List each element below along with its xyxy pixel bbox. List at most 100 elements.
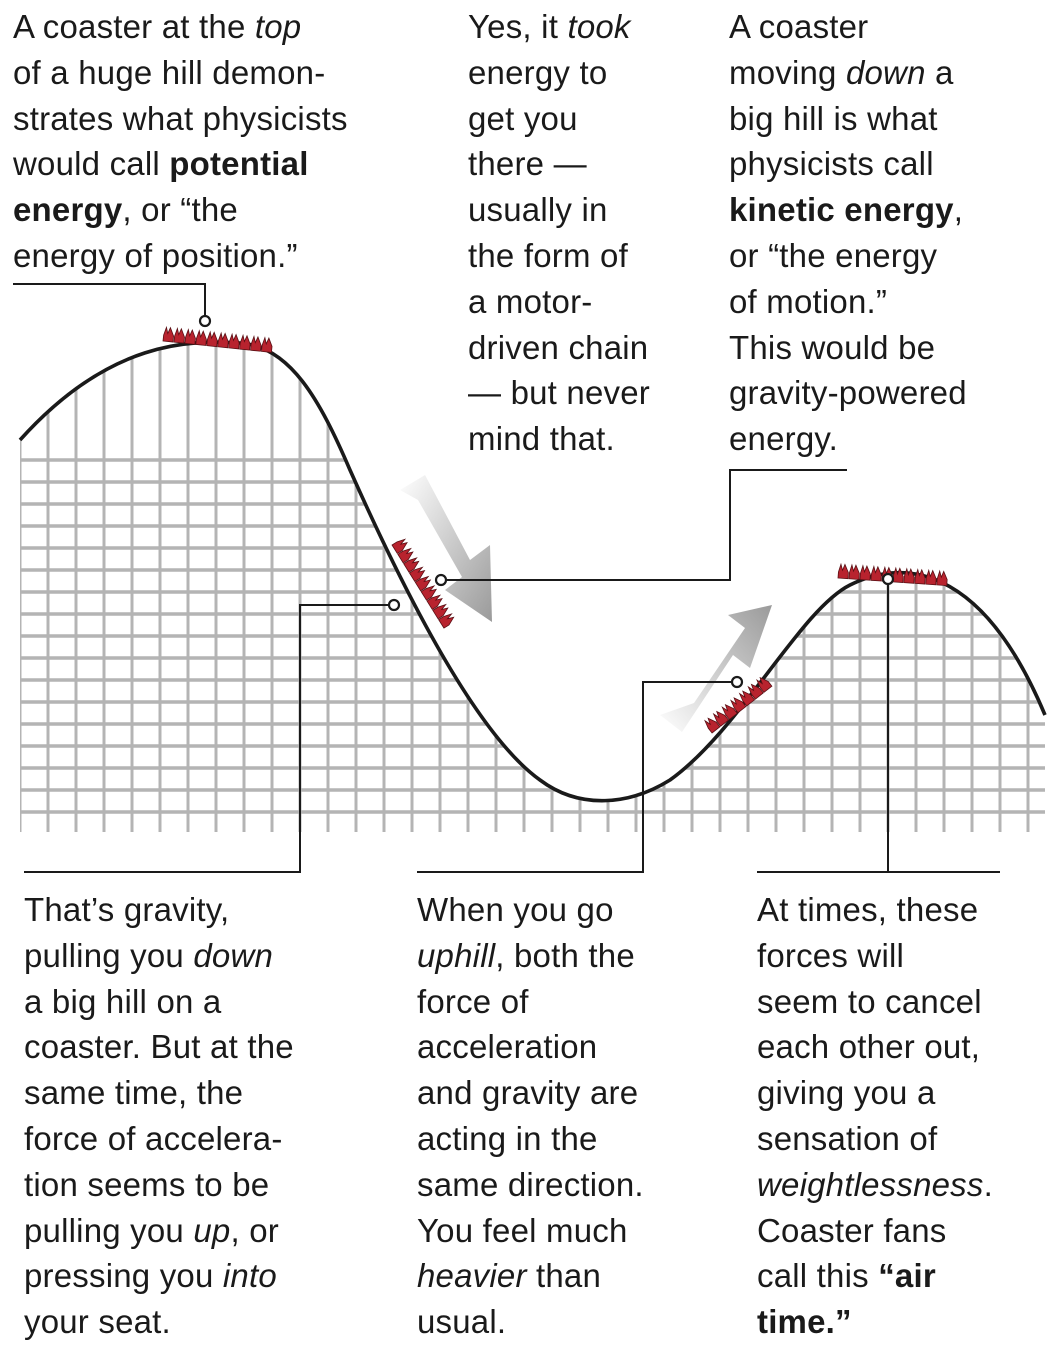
caption-bold-term: time.”	[757, 1303, 852, 1341]
caption-text: usually in	[468, 191, 608, 229]
caption-text: acceleration	[417, 1028, 598, 1066]
coaster-car	[848, 563, 860, 580]
coaster-car	[239, 333, 251, 351]
caption-text: big hill is what	[729, 99, 938, 137]
caption-text: usual.	[417, 1303, 507, 1341]
caption-emphasis: weightlessness	[757, 1165, 984, 1203]
caption-text: of motion.”	[729, 282, 888, 320]
coaster-car	[704, 717, 721, 734]
caption-text: energy.	[729, 420, 839, 458]
caption-emphasis: into	[222, 1257, 277, 1295]
coaster-car	[837, 562, 849, 580]
coaster-car	[162, 325, 174, 343]
coaster-car	[206, 330, 218, 348]
caption-text: would call	[13, 145, 170, 183]
caption-text: pulling you	[24, 936, 194, 974]
caption-text: call this	[757, 1257, 879, 1295]
coaster-car	[903, 567, 915, 584]
coaster-car	[914, 568, 926, 585]
coaster-car	[408, 566, 426, 583]
caption-text: driven chain	[468, 328, 649, 366]
caption-text: a	[925, 53, 954, 91]
caption-text: get you	[468, 99, 578, 137]
caption-bold-term: energy	[13, 191, 123, 229]
caption-emphasis: top	[254, 8, 302, 45]
caption-text: and gravity are	[417, 1074, 639, 1112]
caption-text: Yes, it	[468, 8, 568, 45]
caption-text: A coaster	[729, 8, 869, 45]
coaster-car	[195, 329, 207, 346]
caption-emphasis: took	[567, 8, 631, 45]
caption-text: same direction.	[417, 1165, 644, 1203]
caption-text: a motor-	[468, 282, 593, 320]
coaster-car	[391, 538, 408, 555]
caption-text: energy of position.”	[13, 236, 298, 274]
coaster-car	[184, 328, 196, 345]
caption-text: pulling you	[24, 1211, 194, 1249]
caption-text: acting in the	[417, 1119, 598, 1157]
caption-emphasis: down	[845, 53, 926, 91]
leader-line-uphill	[417, 681, 733, 873]
coaster-car	[936, 569, 948, 587]
callout-dot	[730, 675, 744, 689]
caption-potential-energy: A coaster at the top of a huge hill demo…	[13, 4, 433, 279]
caption-emphasis: up	[193, 1211, 231, 1249]
caption-text: force of accelera-	[24, 1119, 283, 1157]
caption-text: pressing you	[24, 1257, 223, 1295]
leader-line-kinetic-energy	[445, 469, 847, 581]
caption-text: giving you a	[757, 1074, 936, 1112]
callout-dot	[881, 572, 895, 586]
coaster-car	[756, 676, 773, 693]
caption-text: seem to cancel	[757, 982, 982, 1020]
coaster-car	[859, 564, 871, 581]
caption-text: At times, these	[757, 891, 979, 928]
caption-text: mind that.	[468, 420, 615, 458]
caption-text: You feel much	[417, 1211, 628, 1249]
caption-text: .	[983, 1165, 993, 1203]
caption-text: coaster. But at the	[24, 1028, 294, 1066]
coaster-car	[712, 710, 730, 727]
coaster-train-icon	[162, 325, 273, 353]
caption-text: When you go	[417, 891, 614, 928]
caption-text: , or “the	[122, 191, 238, 229]
coaster-car	[261, 336, 273, 353]
caption-energy-source: Yes, it took energy to get you there — u…	[468, 4, 698, 462]
caption-text: A coaster at the	[13, 8, 255, 45]
caption-text: Coaster fans	[757, 1211, 947, 1249]
callout-dot	[434, 573, 448, 587]
caption-text: your seat.	[24, 1303, 171, 1341]
coaster-car	[173, 327, 185, 344]
callout-dot	[387, 598, 401, 612]
coaster-car	[925, 568, 937, 586]
caption-text: This would be	[729, 328, 936, 366]
uphill-arrow-icon	[660, 605, 772, 732]
caption-text: , or	[230, 1211, 279, 1249]
caption-text: That’s gravity,	[24, 891, 230, 928]
caption-text: — but never	[468, 374, 650, 412]
caption-bold-term: “air	[878, 1257, 936, 1295]
caption-text: forces will	[757, 936, 905, 974]
coaster-car	[870, 565, 882, 582]
caption-text: ,	[953, 191, 964, 229]
coaster-car	[438, 613, 455, 629]
caption-kinetic-energy: A coaster moving down a big hill is what…	[729, 4, 1039, 462]
leader-lines	[13, 283, 1000, 873]
caption-emphasis: down	[193, 936, 274, 974]
coaster-car	[747, 683, 764, 700]
caption-emphasis: heavier	[417, 1257, 527, 1295]
coaster-car	[403, 557, 420, 573]
caption-text: a big hill on a	[24, 982, 222, 1020]
coaster-car	[730, 697, 747, 714]
downhill-arrow-icon	[400, 475, 492, 622]
coaster-car	[721, 703, 738, 721]
leader-line-potential-energy	[13, 283, 206, 316]
caption-text: of a huge hill demon-	[13, 53, 326, 91]
coaster-car	[420, 585, 438, 601]
caption-text: each other out,	[757, 1028, 981, 1066]
coaster-car	[414, 575, 432, 592]
coaster-car	[892, 566, 904, 583]
caption-text: or “the energy	[729, 236, 938, 274]
caption-bold-term: potential	[169, 145, 309, 183]
coaster-car	[250, 335, 262, 352]
